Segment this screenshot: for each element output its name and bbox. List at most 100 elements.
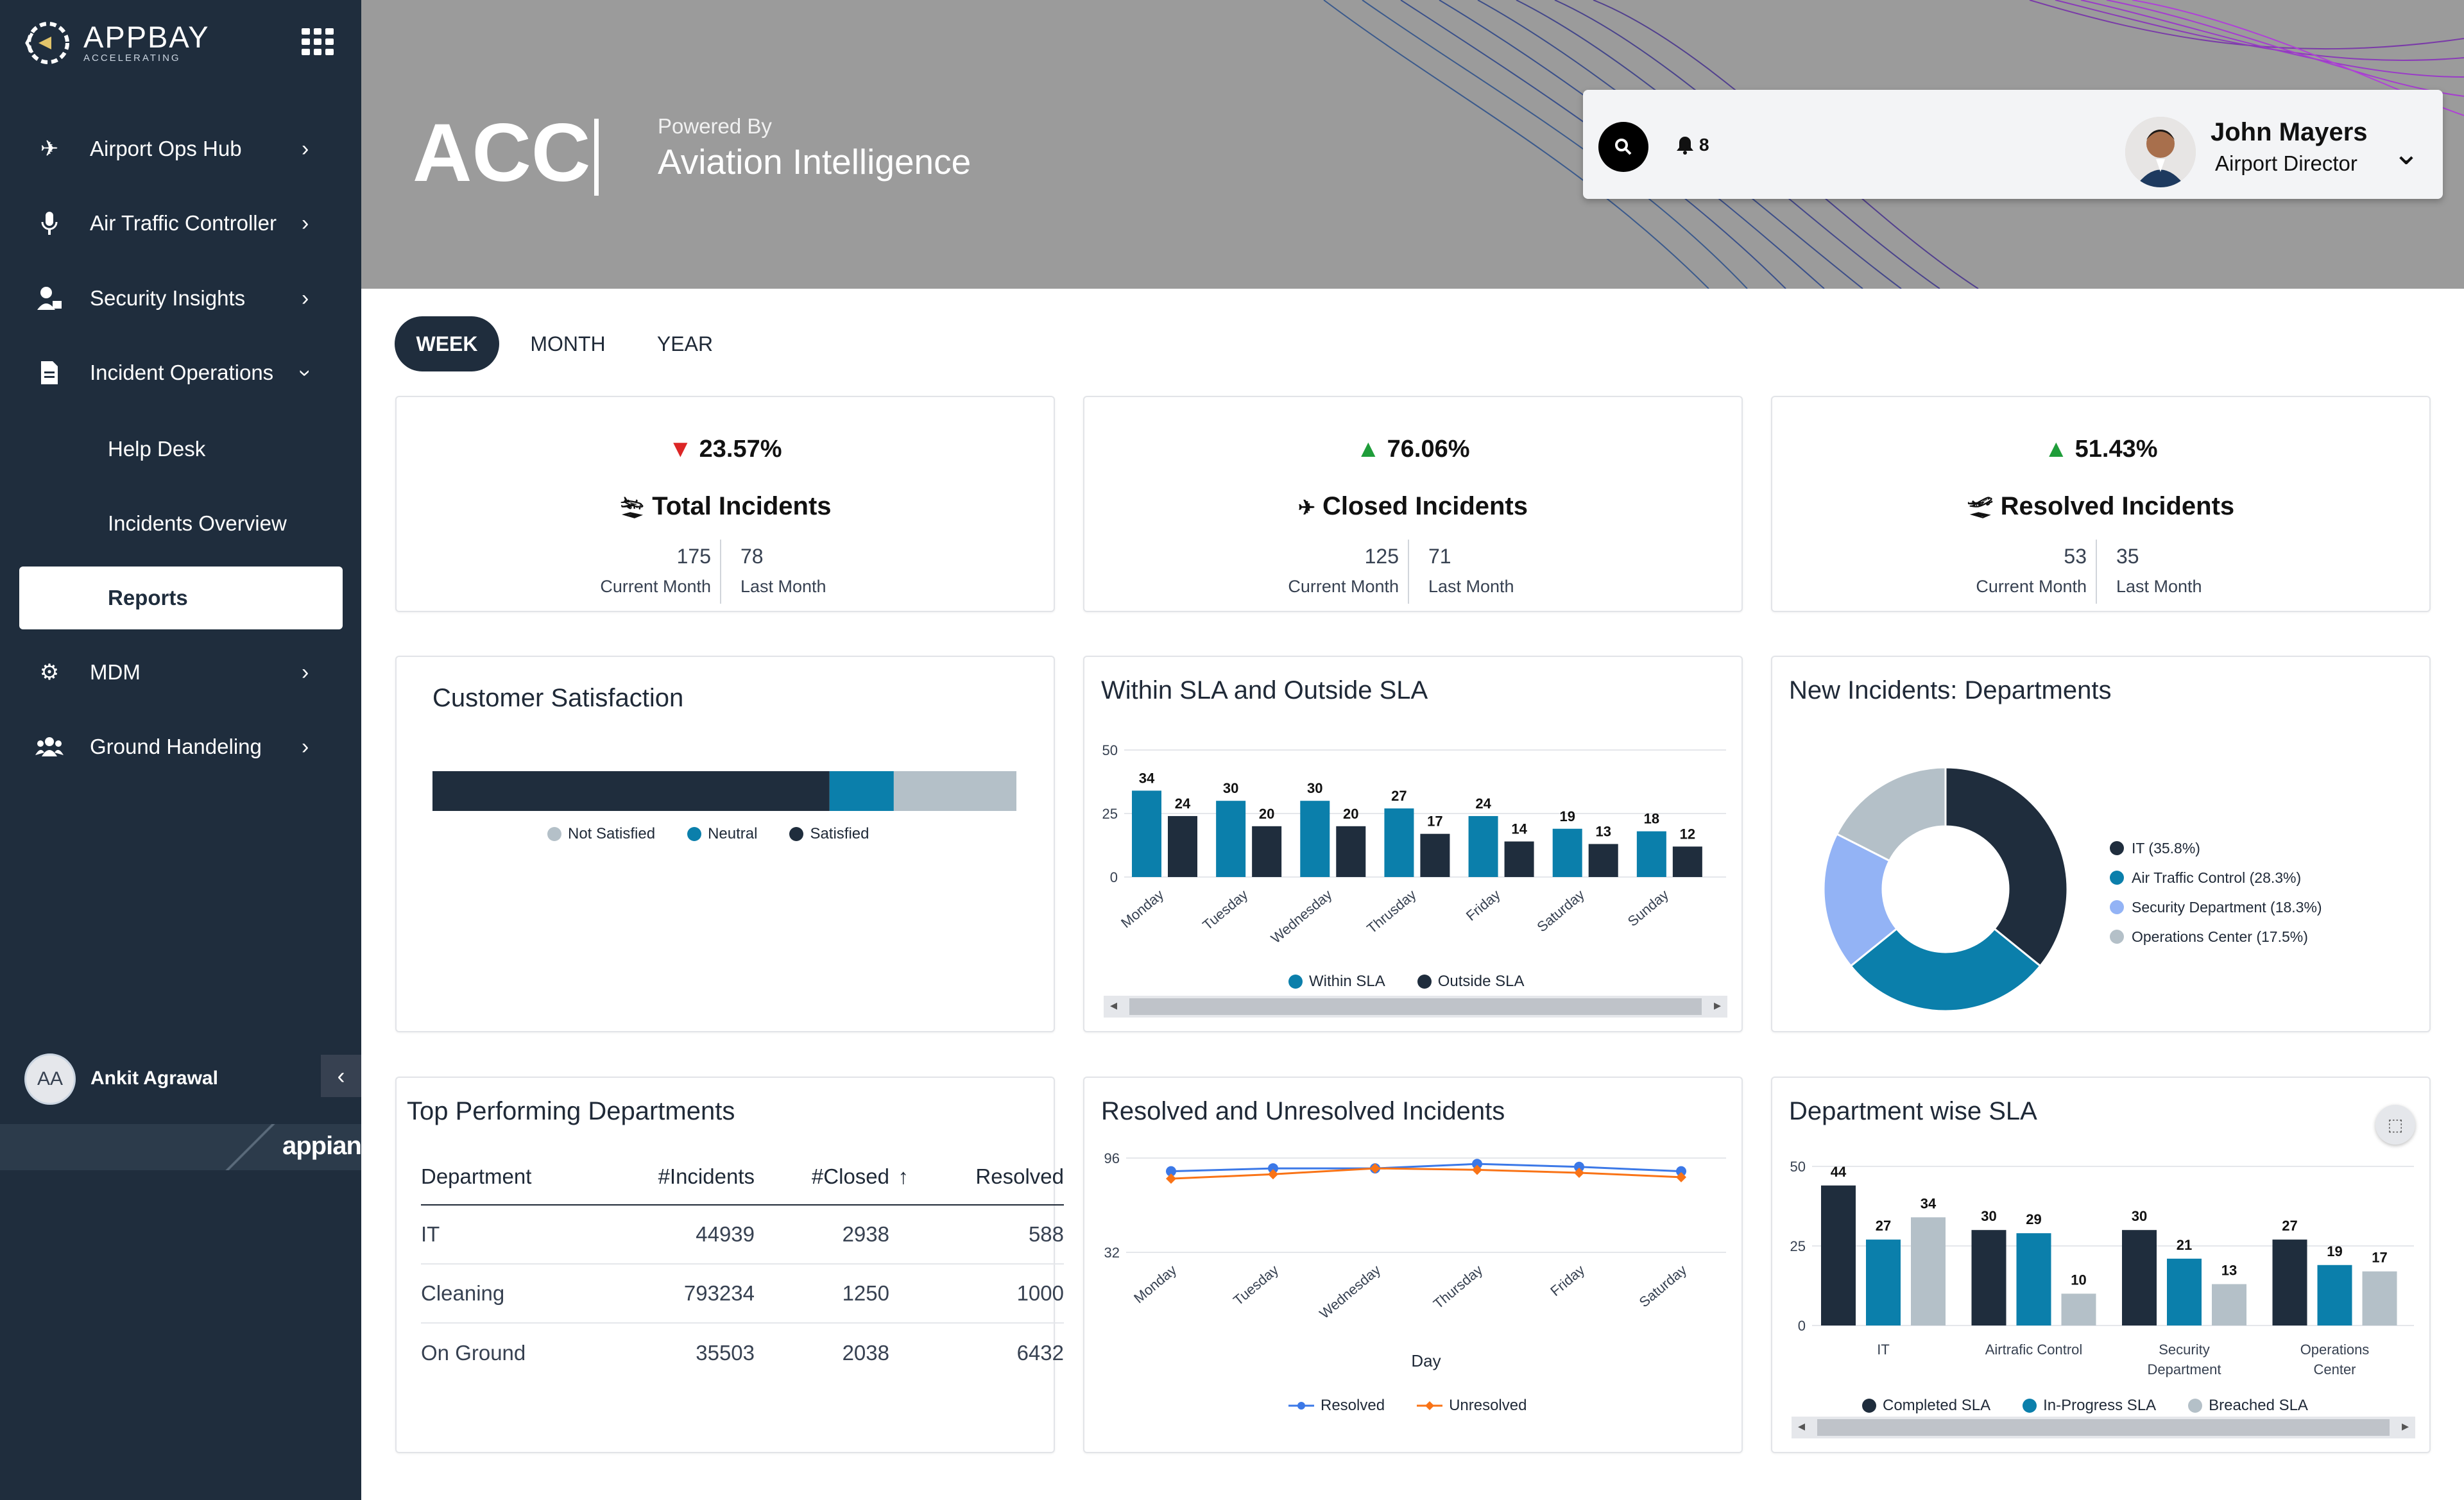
kpi-title-row: 🛬︎ Total Incidents <box>397 492 1054 521</box>
data-point <box>1268 1163 1278 1174</box>
notification-count: 8 <box>1699 135 1709 155</box>
legend-label: Neutral <box>708 825 758 842</box>
scrollbar-thumb[interactable] <box>1817 1419 2390 1436</box>
sidebar-item-ground-handeling[interactable]: Ground Handeling › <box>0 715 361 779</box>
bar <box>2016 1233 2051 1325</box>
pie-slice <box>1944 766 2069 967</box>
sidebar-subitem-reports[interactable]: Reports <box>19 567 343 629</box>
column-header-closed[interactable]: #Closed ↑ <box>755 1148 915 1206</box>
avatar[interactable] <box>2125 117 2196 187</box>
legend-label: Air Traffic Control (28.3%) <box>2132 869 2301 886</box>
sidebar: APPBAY ACCELERATING ✈ Airport Ops Hub › … <box>0 0 362 1500</box>
table-row: On Ground 35503 2038 6432 <box>421 1323 1064 1382</box>
legend-dot <box>2110 900 2124 914</box>
resolved-unresolved-card: Resolved and Unresolved Incidents 32 96 Mo… <box>1083 1077 1743 1453</box>
departments-table: Department #Incidents #Closed ↑ Resolved … <box>421 1148 1064 1382</box>
data-label: 24 <box>1475 796 1491 812</box>
legend-label: Operations Center (17.5%) <box>2132 928 2308 945</box>
appbay-logo[interactable]: APPBAY ACCELERATING <box>19 14 225 75</box>
bell-icon <box>1677 137 1693 155</box>
top-bar: 8 John Mayers Airport Director ⌄ <box>1583 90 2443 199</box>
kpi-current-label: Current Month <box>600 577 711 596</box>
series-line <box>1170 1167 1682 1180</box>
plane-icon: ✈ <box>1298 496 1315 519</box>
column-header[interactable]: Resolved <box>915 1148 1064 1206</box>
sidebar-item-security-insights[interactable]: Security Insights › <box>0 266 361 330</box>
data-label: 27 <box>1391 788 1407 804</box>
kpi-current-label: Current Month <box>1288 577 1399 596</box>
sidebar-subitem-help-desk[interactable]: Help Desk <box>19 418 343 481</box>
y-tick-label: 0 <box>1798 1318 1806 1334</box>
cell-incidents: 793234 <box>626 1264 755 1324</box>
sidebar-item-mdm[interactable]: ⚙ MDM › <box>0 640 361 704</box>
department-sla-card: Department wise SLA ⬚ 0 25 50 44 27 34 IT 30 29 1… <box>1771 1077 2431 1453</box>
tab-year[interactable]: YEAR <box>656 332 714 355</box>
legend-line-blue <box>1288 1402 1314 1410</box>
chevron-right-icon: › <box>302 286 309 311</box>
chart-legend: Resolved Unresolved <box>1288 1397 1527 1415</box>
card-title: Within SLA and Outside SLA <box>1101 676 1428 704</box>
sidebar-item-airport-ops-hub[interactable]: ✈ Airport Ops Hub › <box>0 117 361 181</box>
bar <box>1252 826 1282 877</box>
tab-month[interactable]: MONTH <box>530 332 606 355</box>
x-tick-label: Monday <box>1118 887 1167 931</box>
legend-dot <box>2110 871 2124 885</box>
bar <box>1300 801 1330 877</box>
search-button[interactable] <box>1598 122 1648 172</box>
sidebar-item-incident-operations[interactable]: Incident Operations › <box>0 341 361 405</box>
kpi-last-label: Last Month <box>1428 577 1514 596</box>
legend-label: Security Department (18.3%) <box>2132 899 2322 916</box>
sidebar-item-label: Ground Handeling <box>90 735 262 758</box>
legend-label: Completed SLA <box>1883 1397 1991 1414</box>
data-label: 30 <box>1307 780 1322 796</box>
trend-up-icon: ▲ <box>1356 436 1381 463</box>
card-title: Department wise SLA <box>1789 1097 2037 1125</box>
bar <box>1911 1217 1946 1325</box>
kpi-title: Resolved Incidents <box>2000 492 2235 520</box>
tab-week[interactable]: WEEK <box>395 316 499 371</box>
data-label: 27 <box>1876 1218 1891 1234</box>
bar <box>2122 1230 2157 1325</box>
x-tick-label: Center <box>2313 1361 2356 1377</box>
collapse-sidebar-button[interactable]: ‹ <box>321 1055 361 1097</box>
data-point <box>1676 1172 1686 1182</box>
data-label: 27 <box>2282 1218 2297 1234</box>
scroll-left-icon[interactable]: ◂ <box>1798 1418 1806 1434</box>
data-label: 30 <box>1223 780 1238 796</box>
sidebar-item-air-traffic-controller[interactable]: Air Traffic Controller › <box>0 191 361 255</box>
data-label: 30 <box>2132 1208 2147 1224</box>
legend-dot <box>2110 841 2124 855</box>
chevron-down-icon[interactable]: ⌄ <box>2393 135 2420 171</box>
scroll-right-icon[interactable]: ▸ <box>2401 1418 2409 1434</box>
appian-logo: appian <box>282 1132 362 1160</box>
scrollbar-thumb[interactable] <box>1129 998 1702 1015</box>
legend-dot <box>1862 1399 1876 1413</box>
header-subtitle: Aviation Intelligence <box>658 142 971 182</box>
chart-scrollbar[interactable]: ◂ ▸ <box>1104 996 1727 1018</box>
avatar[interactable]: AA <box>24 1053 76 1105</box>
app-grid-icon[interactable] <box>302 28 334 55</box>
kpi-percent: 23.57% <box>699 436 782 463</box>
y-tick-label: 32 <box>1104 1245 1120 1261</box>
notifications-button[interactable]: 8 <box>1676 135 1709 155</box>
chart-scrollbar[interactable]: ◂ ▸ <box>1792 1417 2415 1438</box>
data-label: 10 <box>2071 1272 2086 1288</box>
legend-label: Outside SLA <box>1437 973 1525 990</box>
chevron-right-icon: › <box>302 136 309 161</box>
cell-resolved: 588 <box>915 1205 1064 1265</box>
column-header[interactable]: #Incidents <box>626 1148 755 1206</box>
chart-options-button[interactable]: ⬚ <box>2375 1105 2415 1145</box>
kpi-current-value: 125 <box>1364 545 1399 568</box>
cell-resolved: 6432 <box>1016 1340 1064 1365</box>
scroll-right-icon[interactable]: ▸ <box>1713 997 1721 1013</box>
x-tick-label: Department <box>2148 1361 2221 1377</box>
y-tick-label: 25 <box>1790 1238 1806 1254</box>
bar <box>1384 808 1414 877</box>
scroll-left-icon[interactable]: ◂ <box>1110 997 1118 1013</box>
sidebar-user-name: Ankit Agrawal <box>90 1068 218 1089</box>
column-header[interactable]: Department <box>421 1148 626 1206</box>
data-label: 17 <box>2372 1250 2387 1266</box>
data-label: 18 <box>1644 811 1659 827</box>
sidebar-subitem-incidents-overview[interactable]: Incidents Overview <box>19 492 343 555</box>
kpi-last-value: 78 <box>740 545 764 568</box>
